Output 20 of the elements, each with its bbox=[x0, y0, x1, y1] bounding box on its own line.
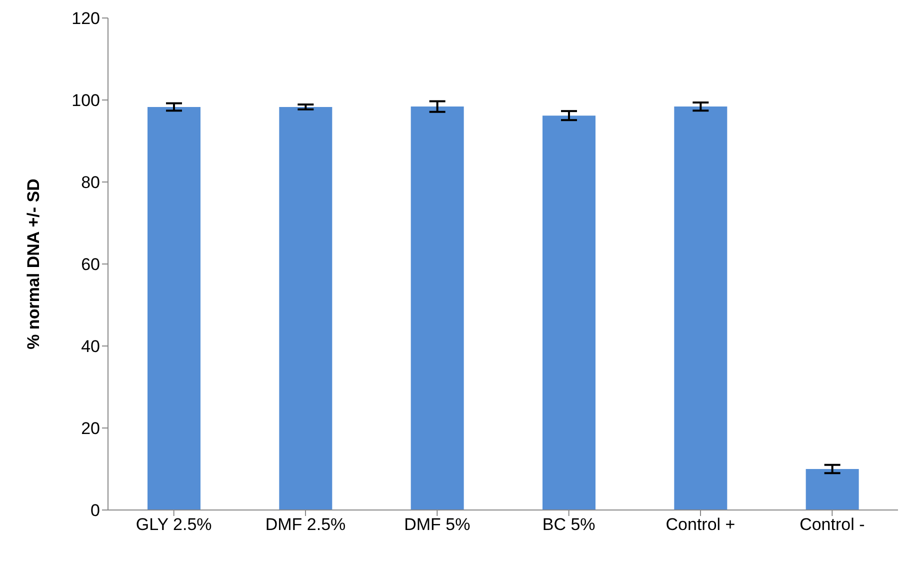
x-tick-label: DMF 2.5% bbox=[265, 515, 346, 534]
y-tick-label: 80 bbox=[81, 173, 100, 192]
y-tick-label: 60 bbox=[81, 255, 100, 274]
y-tick-label: 120 bbox=[72, 9, 100, 28]
x-tick-label: Control + bbox=[666, 515, 736, 534]
x-tick-label: DMF 5% bbox=[404, 515, 470, 534]
y-tick-label: 40 bbox=[81, 337, 100, 356]
bar bbox=[410, 106, 464, 510]
y-tick-label: 100 bbox=[72, 91, 100, 110]
y-tick-label: 20 bbox=[81, 419, 100, 438]
bar bbox=[806, 469, 859, 510]
x-tick-label: Control - bbox=[800, 515, 865, 534]
bar bbox=[279, 106, 332, 510]
y-axis-title: % normal DNA +/- SD bbox=[24, 178, 44, 350]
bar bbox=[674, 106, 728, 510]
x-tick-label: BC 5% bbox=[542, 515, 596, 534]
bar bbox=[148, 106, 200, 510]
x-tick-label: GLY 2.5% bbox=[136, 515, 212, 534]
y-tick-label: 0 bbox=[90, 501, 100, 520]
bar bbox=[542, 116, 596, 510]
